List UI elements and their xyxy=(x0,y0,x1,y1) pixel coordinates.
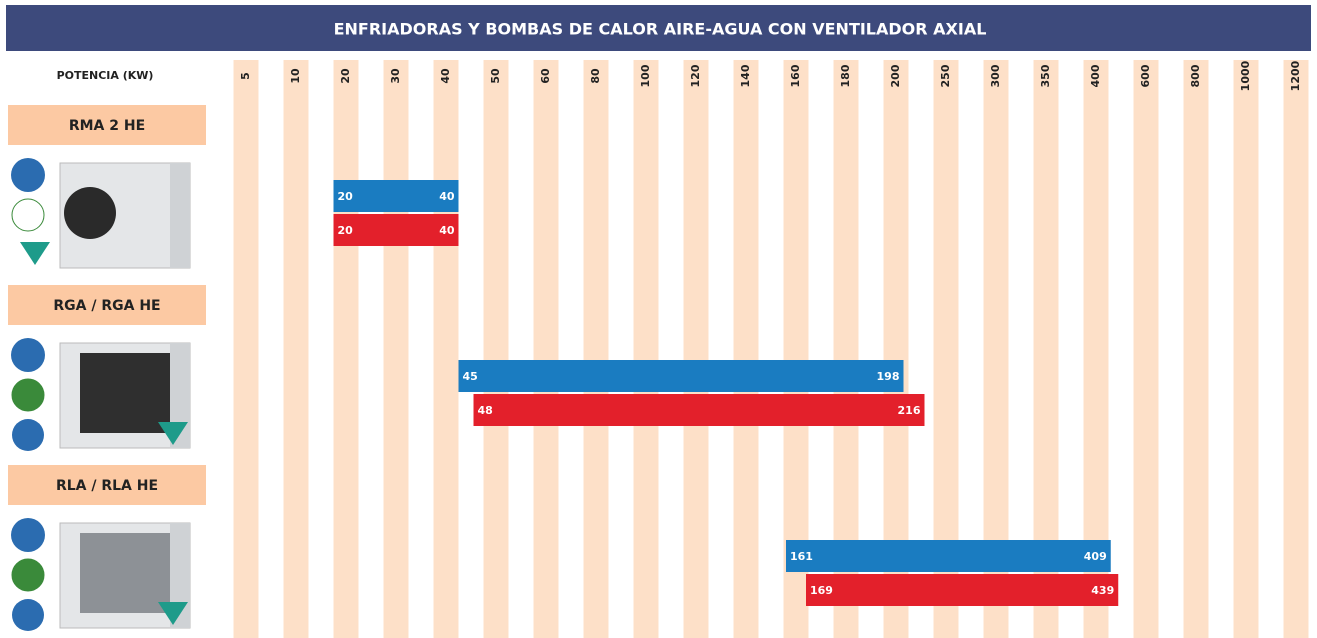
bar-start-label: 48 xyxy=(478,404,493,417)
x-tick-label: 50 xyxy=(489,68,502,84)
badge-sgf xyxy=(11,198,45,232)
bar-end-label: 40 xyxy=(439,190,455,203)
grid-stripe xyxy=(733,60,759,638)
grid-stripe xyxy=(233,60,259,638)
grid-stripe xyxy=(1183,60,1209,638)
x-tick-label: 10 xyxy=(289,68,302,84)
grid-stripe xyxy=(633,60,659,638)
product-coil xyxy=(80,353,170,433)
x-tick-label: 20 xyxy=(339,68,352,84)
product-fan xyxy=(64,187,116,239)
badge-ozone xyxy=(11,158,45,192)
x-tick-label: 1200 xyxy=(1289,60,1302,91)
grid-stripe xyxy=(1233,60,1259,638)
badge-energy xyxy=(12,419,44,451)
x-tick-label: 400 xyxy=(1089,64,1102,87)
product-side xyxy=(170,163,190,268)
x-tick-label: 100 xyxy=(639,64,652,87)
badge-ozone xyxy=(11,338,45,372)
chart-title: ENFRIADORAS Y BOMBAS DE CALOR AIRE-AGUA … xyxy=(334,20,987,39)
bar-end-label: 439 xyxy=(1091,584,1114,597)
product-side xyxy=(170,343,190,448)
badge-sgf xyxy=(11,378,45,412)
bar-end-label: 409 xyxy=(1084,550,1107,563)
range-bar xyxy=(333,214,459,246)
badge-eurovent xyxy=(158,602,188,625)
x-tick-label: 140 xyxy=(739,64,752,87)
bar-start-label: 161 xyxy=(790,550,813,563)
grid-stripe xyxy=(383,60,409,638)
bar-start-label: 20 xyxy=(338,224,354,237)
x-tick-label: 250 xyxy=(939,64,952,87)
bar-start-label: 45 xyxy=(463,370,478,383)
badge-sgf xyxy=(11,558,45,592)
x-tick-label: 60 xyxy=(539,68,552,84)
badge-eurovent xyxy=(20,242,50,265)
grid-stripe xyxy=(283,60,309,638)
bar-end-label: 198 xyxy=(877,370,900,383)
group-label-box xyxy=(8,105,206,145)
range-bar xyxy=(458,360,904,392)
x-tick-label: 350 xyxy=(1039,64,1052,87)
x-tick-label: 30 xyxy=(389,68,402,84)
x-tick-label: 1000 xyxy=(1239,60,1252,91)
bar-start-label: 169 xyxy=(810,584,833,597)
grid-stripe xyxy=(533,60,559,638)
group-label: RMA 2 HE xyxy=(69,118,145,134)
badge-ozone xyxy=(11,518,45,552)
x-tick-label: 600 xyxy=(1139,64,1152,87)
x-axis-label: POTENCIA (KW) xyxy=(57,69,154,82)
x-tick-label: 800 xyxy=(1189,64,1202,87)
x-tick-label: 180 xyxy=(839,64,852,87)
range-bar xyxy=(786,540,1111,572)
x-tick-label: 300 xyxy=(989,64,1002,87)
grid-stripe xyxy=(433,60,459,638)
product-coil xyxy=(80,533,170,613)
group-label: RLA / RLA HE xyxy=(56,478,158,494)
group-label: RGA / RGA HE xyxy=(53,298,160,314)
grid-stripe xyxy=(1133,60,1159,638)
range-bar xyxy=(473,394,925,426)
x-tick-label: 160 xyxy=(789,64,802,87)
range-bar xyxy=(806,574,1119,606)
bar-end-label: 216 xyxy=(898,404,921,417)
badge-energy xyxy=(12,599,44,631)
x-tick-label: 80 xyxy=(589,68,602,84)
group-label-box xyxy=(8,285,206,325)
grid-stripe xyxy=(483,60,509,638)
bar-start-label: 20 xyxy=(338,190,354,203)
badge-eurovent xyxy=(158,422,188,445)
product-side xyxy=(170,523,190,628)
title-bar xyxy=(6,5,1311,51)
group-label-box xyxy=(8,465,206,505)
x-tick-label: 5 xyxy=(239,72,252,80)
bar-end-label: 40 xyxy=(439,224,455,237)
grid-stripe xyxy=(333,60,359,638)
x-tick-label: 40 xyxy=(439,68,452,84)
x-tick-label: 200 xyxy=(889,64,902,87)
grid-stripe xyxy=(583,60,609,638)
grid-stripe xyxy=(1283,60,1309,638)
range-bar xyxy=(333,180,459,212)
x-tick-label: 120 xyxy=(689,64,702,87)
grid-stripe xyxy=(683,60,709,638)
